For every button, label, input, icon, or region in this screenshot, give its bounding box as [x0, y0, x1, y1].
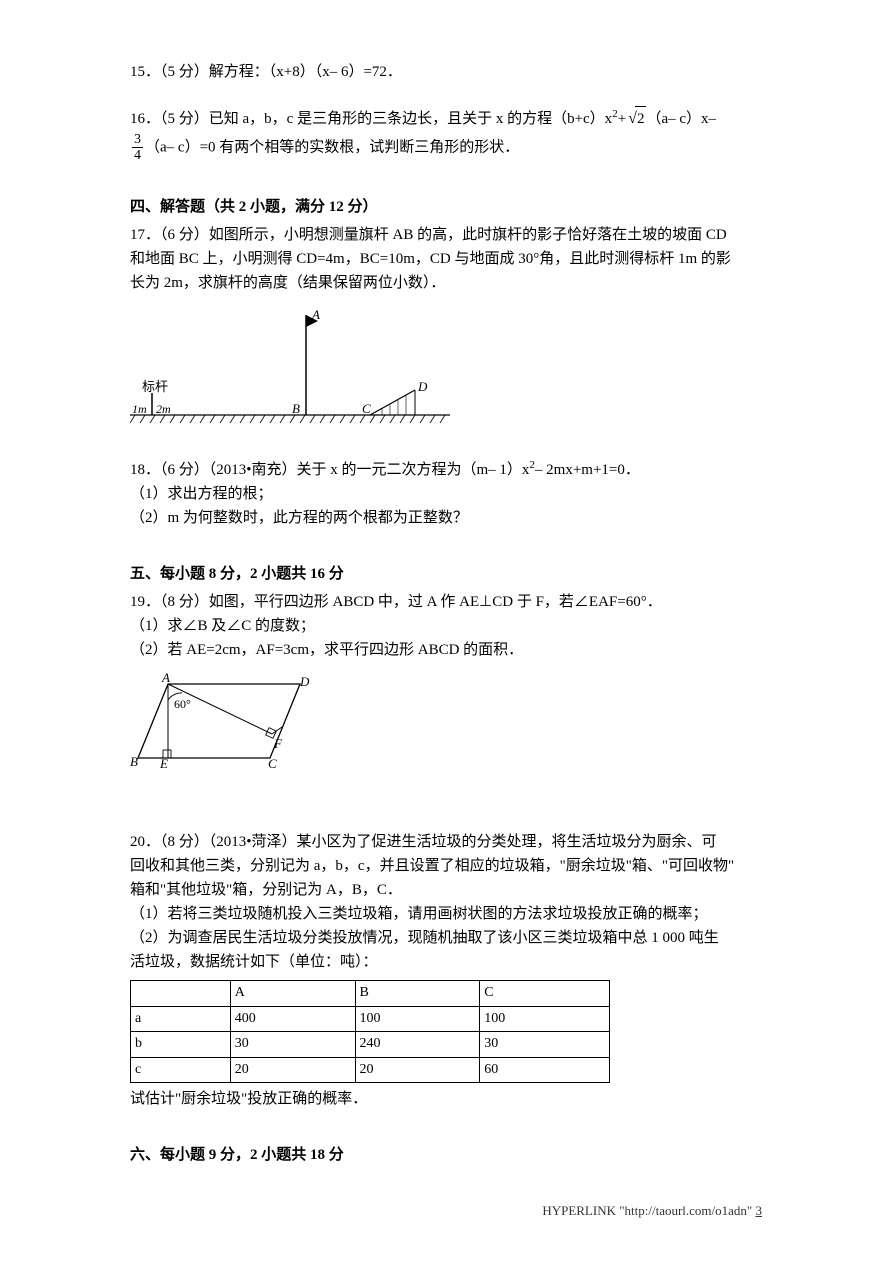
question-16: 16．（5 分）已知 a，b，c 是三角形的三条边长，且关于 x 的方程（b+c…: [130, 106, 762, 163]
question-20: 20．（8 分）（2013•菏泽）某小区为了促进生活垃圾的分类处理，将生活垃圾分…: [130, 830, 762, 974]
table-row: A B C: [131, 981, 610, 1006]
q16-prefix: 16．（5 分）已知 a，b，c 是三角形的三条边长，且关于 x 的方程（b+c…: [130, 111, 612, 127]
q20-l3: 箱和"其他垃圾"箱，分别记为 A，B，C．: [130, 878, 762, 902]
label-2m: 2m: [156, 402, 171, 416]
sqrt-icon: 2: [626, 106, 646, 132]
q16-suffix: （a– c）=0 有两个相等的实数根，试判断三角形的形状．: [145, 139, 519, 155]
q20-s2b: 活垃圾，数据统计如下（单位：吨）：: [130, 950, 762, 974]
footer-text: HYPERLINK "http://taourl.com/o1adn": [542, 1203, 755, 1218]
section-6-title: 六、每小题 9 分，2 小题共 18 分: [130, 1143, 762, 1167]
label-d: D: [299, 674, 310, 689]
page-number: 3: [756, 1203, 763, 1218]
q20-s1: （1）若将三类垃圾随机投入三类垃圾箱，请用画树状图的方法求垃圾投放正确的概率；: [130, 902, 762, 926]
label-a: A: [161, 672, 170, 685]
cell: c: [131, 1057, 231, 1082]
label-angle: 60°: [174, 697, 191, 711]
q18-mid: – 2mx+m+1=0．: [535, 462, 640, 478]
frac-den: 4: [132, 148, 143, 163]
label-b: B: [130, 754, 138, 769]
label-1m: 1m: [132, 402, 147, 416]
diagram-19: 60° A B C D E F: [130, 672, 762, 780]
q20-after: 试估计"厨余垃圾"投放正确的概率．: [130, 1087, 762, 1111]
cell: A: [230, 981, 355, 1006]
label-f: F: [273, 736, 283, 751]
cell: a: [131, 1006, 231, 1031]
label-b: B: [292, 401, 300, 416]
q16-mid2: （a– c）x–: [646, 111, 716, 127]
q19-s2: （2）若 AE=2cm，AF=3cm，求平行四边形 ABCD 的面积．: [130, 638, 762, 662]
table-row: c 20 20 60: [131, 1057, 610, 1082]
label-a: A: [311, 307, 320, 322]
q17-l2: 和地面 BC 上，小明测得 CD=4m，BC=10m，CD 与地面成 30°角，…: [130, 247, 762, 271]
q19-s1: （1）求∠B 及∠C 的度数；: [130, 614, 762, 638]
question-15: 15．（5 分）解方程：（x+8）（x– 6）=72．: [130, 60, 762, 84]
q19-l1: 19．（8 分）如图，平行四边形 ABCD 中，过 A 作 AE⊥CD 于 F，…: [130, 590, 762, 614]
section-5-title: 五、每小题 8 分，2 小题共 16 分: [130, 562, 762, 586]
cell: 400: [230, 1006, 355, 1031]
q16-sqrt: 2: [635, 106, 647, 131]
diagram-17: A B C D 标杆 1m 2m: [130, 305, 762, 443]
q17-l1: 17．（6 分）如图所示，小明想测量旗杆 AB 的高，此时旗杆的影子恰好落在土坡…: [130, 223, 762, 247]
label-e: E: [159, 756, 168, 771]
question-18: 18．（6 分）（2013•南充）关于 x 的一元二次方程为（m– 1）x2– …: [130, 457, 762, 530]
cell: 30: [480, 1032, 610, 1057]
cell: 20: [355, 1057, 480, 1082]
frac-num: 3: [132, 132, 143, 148]
q18-s2: （2）m 为何整数时，此方程的两个根都为正整数？: [130, 506, 762, 530]
label-biaogan: 标杆: [142, 379, 168, 394]
label-c: C: [268, 756, 277, 771]
label-d: D: [417, 379, 428, 394]
q18-l1: 18．（6 分）（2013•南充）关于 x 的一元二次方程为（m– 1）x: [130, 462, 529, 478]
page-footer: HYPERLINK "http://taourl.com/o1adn" 3: [542, 1201, 762, 1222]
cell: 100: [355, 1006, 480, 1031]
cell: b: [131, 1032, 231, 1057]
cell: B: [355, 981, 480, 1006]
table-row: a 400 100 100: [131, 1006, 610, 1031]
data-table: A B C a 400 100 100 b 30 240 30 c 20 20 …: [130, 980, 610, 1083]
q20-s2a: （2）为调查居民生活垃圾分类投放情况，现随机抽取了该小区三类垃圾箱中总 1 00…: [130, 926, 762, 950]
label-c: C: [362, 401, 371, 416]
q15-text: 15．（5 分）解方程：（x+8）（x– 6）=72．: [130, 64, 402, 80]
cell: 60: [480, 1057, 610, 1082]
q20-l2: 回收和其他三类，分别记为 a，b，c，并且设置了相应的垃圾箱，"厨余垃圾"箱、"…: [130, 854, 762, 878]
table-row: b 30 240 30: [131, 1032, 610, 1057]
cell: [131, 981, 231, 1006]
question-19: 19．（8 分）如图，平行四边形 ABCD 中，过 A 作 AE⊥CD 于 F，…: [130, 590, 762, 662]
cell: 240: [355, 1032, 480, 1057]
cell: 30: [230, 1032, 355, 1057]
cell: 100: [480, 1006, 610, 1031]
q17-l3: 长为 2m，求旗杆的高度（结果保留两位小数）．: [130, 271, 762, 295]
q16-mid1: +: [618, 111, 626, 127]
section-4-title: 四、解答题（共 2 小题，满分 12 分）: [130, 195, 762, 219]
q20-l1: 20．（8 分）（2013•菏泽）某小区为了促进生活垃圾的分类处理，将生活垃圾分…: [130, 830, 762, 854]
q18-s1: （1）求出方程的根；: [130, 482, 762, 506]
cell: 20: [230, 1057, 355, 1082]
cell: C: [480, 981, 610, 1006]
question-17: 17．（6 分）如图所示，小明想测量旗杆 AB 的高，此时旗杆的影子恰好落在土坡…: [130, 223, 762, 295]
fraction: 3 4: [132, 132, 143, 164]
